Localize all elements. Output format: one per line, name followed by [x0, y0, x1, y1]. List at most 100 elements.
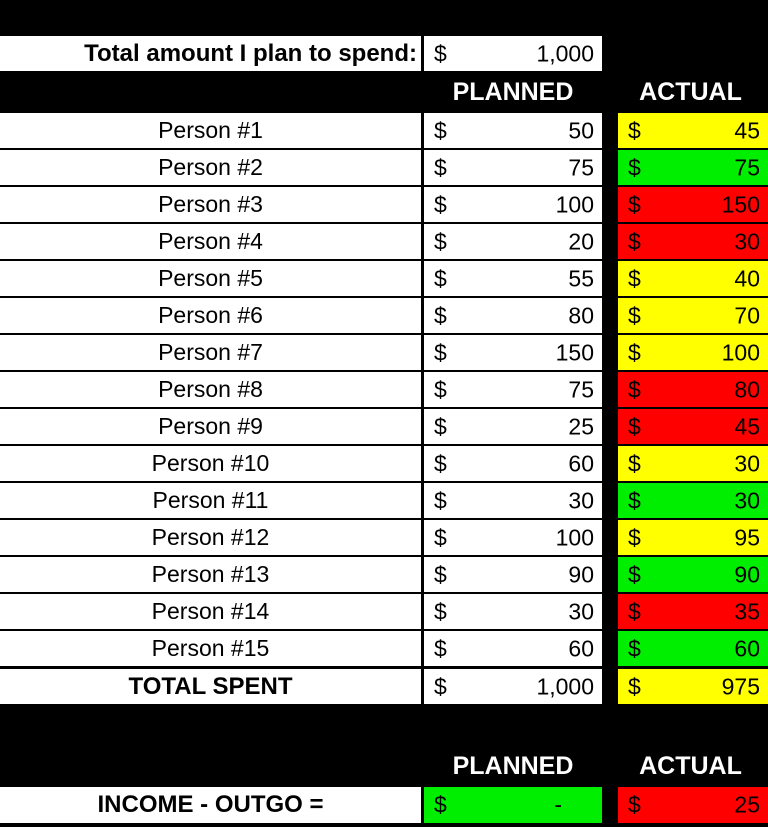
- budget-label-text: Total amount I plan to spend:: [84, 39, 417, 67]
- actual-cell[interactable]: $30: [618, 446, 768, 481]
- planned-value: 20: [568, 228, 594, 254]
- actual-cell[interactable]: $30: [618, 483, 768, 518]
- planned-cell[interactable]: $50: [424, 113, 602, 148]
- actual-value: 35: [734, 598, 760, 624]
- actual-currency: $: [628, 228, 641, 254]
- actual-value: 30: [734, 450, 760, 476]
- person-name: Person #9: [0, 409, 421, 444]
- budget-amount-cell[interactable]: $ 1,000: [424, 36, 602, 71]
- budget-label: Total amount I plan to spend:: [0, 36, 421, 71]
- planned-cell[interactable]: $100: [424, 187, 602, 222]
- planned-cell[interactable]: $150: [424, 335, 602, 370]
- income-planned-value: -: [554, 791, 562, 818]
- actual-cell[interactable]: $60: [618, 631, 768, 666]
- actual-currency: $: [628, 450, 641, 476]
- planned-cell[interactable]: $30: [424, 594, 602, 629]
- actual-header: ACTUAL: [639, 77, 742, 106]
- actual-cell[interactable]: $100: [618, 335, 768, 370]
- planned-cell[interactable]: $60: [424, 446, 602, 481]
- actual-currency: $: [628, 635, 641, 661]
- planned-currency: $: [434, 302, 447, 328]
- actual-cell[interactable]: $45: [618, 409, 768, 444]
- planned-value: 150: [555, 339, 594, 365]
- planned-cell[interactable]: $100: [424, 520, 602, 555]
- planned-value: 100: [555, 524, 594, 550]
- actual-currency: $: [628, 339, 641, 365]
- actual-currency: $: [628, 598, 641, 624]
- actual-currency: $: [628, 265, 641, 291]
- planned-currency: $: [434, 598, 447, 624]
- actual-currency: $: [628, 561, 641, 587]
- income-outgo-label: INCOME - OUTGO =: [0, 787, 421, 823]
- actual-cell[interactable]: $75: [618, 150, 768, 185]
- person-name: Person #7: [0, 335, 421, 370]
- actual-header-bottom: ACTUAL: [639, 751, 742, 780]
- planned-value: 90: [568, 561, 594, 587]
- actual-value: 30: [734, 487, 760, 513]
- total-planned-value: 1,000: [536, 673, 594, 699]
- planned-currency: $: [434, 561, 447, 587]
- planned-value: 30: [568, 598, 594, 624]
- actual-cell[interactable]: $45: [618, 113, 768, 148]
- planned-cell[interactable]: $60: [424, 631, 602, 666]
- person-name: Person #4: [0, 224, 421, 259]
- actual-cell[interactable]: $80: [618, 372, 768, 407]
- person-name: Person #15: [0, 631, 421, 666]
- planned-currency: $: [434, 191, 447, 217]
- planned-currency: $: [434, 413, 447, 439]
- actual-value: 40: [734, 265, 760, 291]
- planned-cell[interactable]: $80: [424, 298, 602, 333]
- income-actual-cell[interactable]: $ 25: [618, 787, 768, 823]
- actual-value: 90: [734, 561, 760, 587]
- planned-value: 25: [568, 413, 594, 439]
- person-name: Person #8: [0, 372, 421, 407]
- planned-cell[interactable]: $75: [424, 372, 602, 407]
- planned-value: 30: [568, 487, 594, 513]
- person-name: Person #3: [0, 187, 421, 222]
- actual-value: 80: [734, 376, 760, 402]
- actual-currency: $: [628, 524, 641, 550]
- planned-currency: $: [434, 154, 447, 180]
- planned-header: PLANNED: [452, 77, 574, 106]
- income-actual-value: 25: [734, 791, 760, 818]
- total-planned-currency: $: [434, 673, 447, 699]
- budget-currency: $: [434, 40, 447, 66]
- total-spent-label: TOTAL SPENT: [0, 669, 421, 704]
- planned-cell[interactable]: $90: [424, 557, 602, 592]
- actual-currency: $: [628, 117, 641, 143]
- person-name: Person #1: [0, 113, 421, 148]
- actual-value: 70: [734, 302, 760, 328]
- planned-value: 60: [568, 635, 594, 661]
- budget-amount: 1,000: [536, 40, 594, 66]
- person-name: Person #13: [0, 557, 421, 592]
- planned-currency: $: [434, 376, 447, 402]
- planned-value: 75: [568, 376, 594, 402]
- planned-value: 75: [568, 154, 594, 180]
- planned-cell[interactable]: $20: [424, 224, 602, 259]
- planned-cell[interactable]: $75: [424, 150, 602, 185]
- planned-currency: $: [434, 228, 447, 254]
- planned-currency: $: [434, 450, 447, 476]
- person-name: Person #14: [0, 594, 421, 629]
- actual-currency: $: [628, 413, 641, 439]
- actual-cell[interactable]: $90: [618, 557, 768, 592]
- actual-cell[interactable]: $95: [618, 520, 768, 555]
- person-name: Person #11: [0, 483, 421, 518]
- planned-header-bottom: PLANNED: [452, 751, 574, 780]
- planned-currency: $: [434, 265, 447, 291]
- actual-cell[interactable]: $40: [618, 261, 768, 296]
- income-planned-cell[interactable]: $ -: [424, 787, 602, 823]
- actual-cell[interactable]: $35: [618, 594, 768, 629]
- actual-cell[interactable]: $150: [618, 187, 768, 222]
- total-actual-cell[interactable]: $975: [618, 669, 768, 704]
- person-name: Person #10: [0, 446, 421, 481]
- planned-cell[interactable]: $55: [424, 261, 602, 296]
- total-planned-cell[interactable]: $1,000: [424, 669, 602, 704]
- planned-currency: $: [434, 524, 447, 550]
- actual-cell[interactable]: $30: [618, 224, 768, 259]
- planned-cell[interactable]: $30: [424, 483, 602, 518]
- planned-value: 55: [568, 265, 594, 291]
- actual-cell[interactable]: $70: [618, 298, 768, 333]
- actual-value: 150: [721, 191, 760, 217]
- planned-cell[interactable]: $25: [424, 409, 602, 444]
